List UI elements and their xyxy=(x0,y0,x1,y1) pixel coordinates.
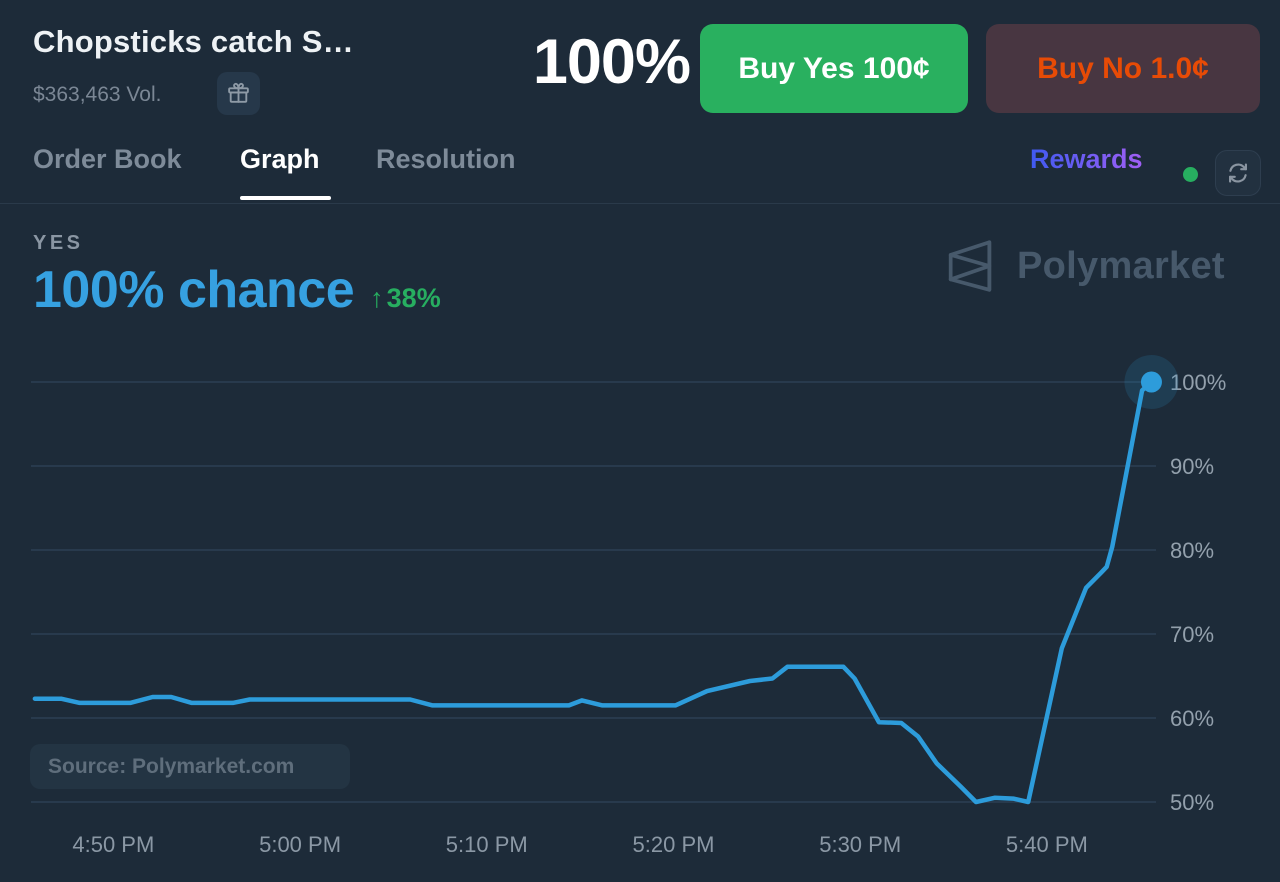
rewards-gift-button[interactable] xyxy=(217,72,260,115)
price-line xyxy=(32,379,1154,805)
active-tab-indicator xyxy=(240,196,331,200)
gift-icon xyxy=(228,82,249,103)
watermark: Polymarket xyxy=(941,228,1225,304)
outcome-label: YES xyxy=(33,232,84,254)
y-tick-label-100: 100% xyxy=(1170,370,1226,395)
buy-yes-button[interactable]: Buy Yes 100¢ xyxy=(700,24,968,113)
volume-label: $363,463 Vol. xyxy=(33,83,162,106)
x-tick-label: 5:10 PM xyxy=(446,832,528,857)
y-tick-label-80: 80% xyxy=(1170,538,1214,563)
refresh-button[interactable] xyxy=(1215,150,1261,196)
header-divider xyxy=(0,203,1280,204)
chance-row: 100% chance ↑ 38% xyxy=(33,260,441,320)
delta-value: 38% xyxy=(386,283,441,313)
up-arrow-icon: ↑ xyxy=(370,283,384,313)
rewards-link[interactable]: Rewards xyxy=(1030,144,1143,174)
buy-no-button[interactable]: Buy No 1.0¢ xyxy=(986,24,1260,113)
tab-order-book[interactable]: Order Book xyxy=(33,144,182,174)
tab-resolution[interactable]: Resolution xyxy=(376,144,516,174)
rewards-status-dot xyxy=(1183,167,1198,182)
chance-text: 100% chance xyxy=(33,261,355,319)
x-tick-label: 5:30 PM xyxy=(819,832,901,857)
refresh-icon xyxy=(1229,163,1247,183)
end-dot xyxy=(1140,371,1162,393)
current-probability: 100% xyxy=(532,27,691,97)
watermark-text: Polymarket xyxy=(1017,244,1225,287)
delta-badge: ↑ 38% xyxy=(370,283,441,314)
x-tick-label: 5:20 PM xyxy=(633,832,715,857)
x-tick-label: 4:50 PM xyxy=(72,832,154,857)
source-badge: Source: Polymarket.com xyxy=(30,744,350,789)
market-title: Chopsticks catch S… xyxy=(33,24,354,59)
y-tick-label-70: 70% xyxy=(1170,622,1214,647)
x-tick-label: 5:40 PM xyxy=(1006,832,1088,857)
x-tick-label: 5:00 PM xyxy=(259,832,341,857)
y-tick-label-50: 50% xyxy=(1170,790,1214,815)
y-tick-label-60: 60% xyxy=(1170,706,1214,731)
polymarket-logo-icon xyxy=(948,240,992,292)
tab-graph[interactable]: Graph xyxy=(240,144,320,174)
y-tick-label-90: 90% xyxy=(1170,454,1214,479)
